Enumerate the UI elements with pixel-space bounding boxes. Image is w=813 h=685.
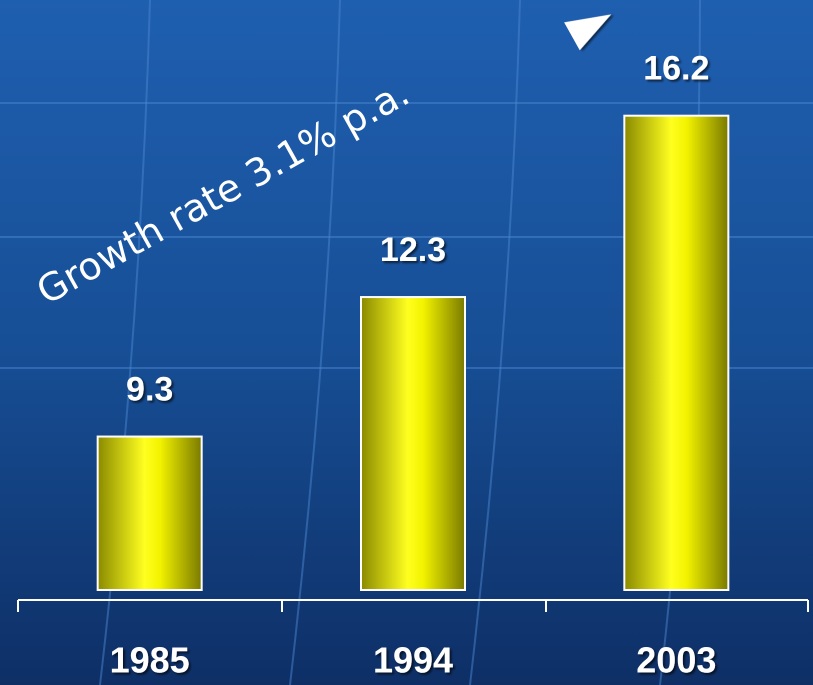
x-tick-label: 1985 <box>110 640 190 681</box>
x-tick-label: 2003 <box>636 640 716 681</box>
value-label: 9.3 <box>126 371 173 409</box>
value-label: 16.2 <box>643 50 709 88</box>
bar <box>360 296 466 591</box>
x-tick-label: 1994 <box>373 640 453 681</box>
value-label: 12.3 <box>380 231 446 269</box>
bar <box>623 114 730 591</box>
bar <box>96 435 203 591</box>
x-axis <box>17 599 809 612</box>
